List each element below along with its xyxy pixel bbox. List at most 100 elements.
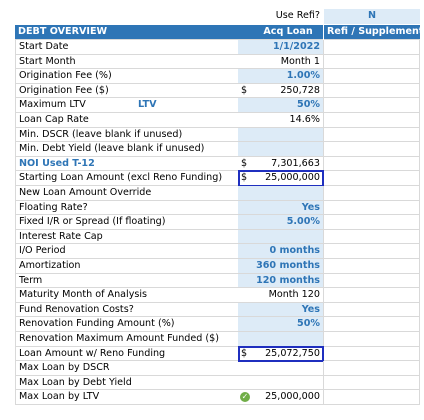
value-cell[interactable]: 1.00% bbox=[253, 69, 323, 84]
currency-cell[interactable] bbox=[238, 317, 253, 332]
currency-cell[interactable] bbox=[238, 332, 253, 347]
currency-cell[interactable] bbox=[238, 186, 253, 201]
value-cell: 25,000,000 bbox=[253, 390, 323, 405]
row-label: Min. Debt Yield (leave blank if unused) bbox=[15, 142, 238, 157]
currency-cell bbox=[238, 390, 253, 405]
value-cell[interactable]: 50% bbox=[253, 98, 323, 113]
refi-cell bbox=[323, 288, 420, 303]
value-cell[interactable]: Yes bbox=[253, 302, 323, 318]
currency-cell[interactable] bbox=[238, 69, 253, 84]
refi-cell bbox=[323, 113, 420, 128]
currency-cell[interactable] bbox=[238, 127, 253, 143]
refi-cell bbox=[323, 83, 420, 99]
refi-cell bbox=[323, 273, 420, 289]
refi-cell bbox=[323, 156, 420, 172]
currency-cell[interactable] bbox=[238, 229, 253, 245]
value-cell[interactable]: 0 months bbox=[253, 244, 323, 259]
row-label: Loan Cap Rate bbox=[15, 113, 238, 128]
row-label: New Loan Amount Override bbox=[15, 186, 238, 201]
value-cell[interactable]: Yes bbox=[253, 200, 323, 216]
currency-cell[interactable] bbox=[238, 142, 253, 157]
row-label: Maturity Month of Analysis bbox=[15, 288, 238, 303]
row-label: Renovation Funding Amount (%) bbox=[15, 317, 238, 332]
value-cell[interactable]: 1/1/2022 bbox=[253, 40, 323, 55]
refi-cell bbox=[323, 98, 420, 113]
refi-cell bbox=[323, 302, 420, 318]
refi-cell bbox=[323, 200, 420, 216]
refi-cell bbox=[323, 171, 420, 186]
value-cell[interactable] bbox=[253, 229, 323, 245]
value-cell: 14.6% bbox=[253, 113, 323, 128]
refi-cell bbox=[323, 40, 420, 55]
row-label: Max Loan by LTV bbox=[15, 390, 238, 405]
table-title: DEBT OVERVIEW bbox=[15, 25, 253, 40]
value-cell[interactable] bbox=[253, 332, 323, 347]
value-cell[interactable] bbox=[253, 127, 323, 143]
column-header: Refi / Supplemental bbox=[324, 25, 420, 40]
currency-cell[interactable] bbox=[238, 215, 253, 230]
currency-cell[interactable] bbox=[238, 302, 253, 318]
value-cell: 250,728 bbox=[253, 84, 323, 99]
row-label: NOI Used T-12 bbox=[15, 156, 238, 172]
row-label: Origination Fee (%) bbox=[15, 69, 238, 84]
column-header: Acq Loan bbox=[253, 25, 323, 40]
refi-cell bbox=[323, 54, 420, 70]
refi-cell bbox=[323, 244, 420, 259]
value-cell[interactable]: 360 months bbox=[253, 259, 323, 274]
use-refi-value[interactable]: N bbox=[324, 9, 420, 24]
row-label: Fund Renovation Costs? bbox=[15, 302, 238, 318]
currency-cell bbox=[238, 376, 253, 391]
value-cell: 7,301,663 bbox=[253, 157, 323, 172]
row-label: Maximum LTV bbox=[15, 98, 238, 113]
currency-cell bbox=[238, 113, 253, 128]
refi-cell bbox=[323, 127, 420, 143]
refi-cell bbox=[323, 142, 420, 157]
currency-cell: $ bbox=[238, 84, 253, 99]
value-cell[interactable]: 5.00% bbox=[253, 215, 323, 230]
value-cell[interactable] bbox=[253, 186, 323, 201]
highlight-box bbox=[238, 170, 324, 187]
value-cell[interactable]: 50% bbox=[253, 317, 323, 332]
refi-cell bbox=[323, 186, 420, 201]
currency-cell[interactable] bbox=[238, 273, 253, 289]
row-label: Starting Loan Amount (excl Reno Funding) bbox=[15, 171, 238, 186]
value-cell: Month 1 bbox=[253, 55, 323, 70]
refi-cell bbox=[323, 229, 420, 245]
row-label: Loan Amount w/ Reno Funding bbox=[15, 346, 238, 362]
row-label: I/O Period bbox=[15, 244, 238, 259]
value-cell[interactable] bbox=[253, 142, 323, 157]
refi-cell bbox=[323, 346, 420, 362]
row-label: Renovation Maximum Amount Funded ($) bbox=[15, 332, 238, 347]
row-label: Origination Fee ($) bbox=[15, 83, 238, 99]
check-icon: ✓ bbox=[240, 392, 250, 403]
currency-cell bbox=[238, 55, 253, 70]
row-label: Start Date bbox=[15, 40, 238, 55]
value-cell[interactable]: 120 months bbox=[253, 273, 323, 289]
row-label: Start Month bbox=[15, 54, 238, 70]
row-label: Max Loan by Debt Yield bbox=[15, 375, 238, 391]
row-label: Max Loan by DSCR bbox=[15, 361, 238, 376]
currency-cell[interactable] bbox=[238, 40, 253, 55]
currency-cell[interactable] bbox=[238, 259, 253, 274]
currency-cell[interactable] bbox=[238, 200, 253, 216]
refi-cell bbox=[323, 215, 420, 230]
row-label: Floating Rate? bbox=[15, 200, 238, 216]
refi-cell bbox=[323, 361, 420, 376]
refi-cell bbox=[323, 259, 420, 274]
refi-cell bbox=[323, 332, 420, 347]
currency-cell: $ bbox=[238, 157, 253, 172]
refi-cell bbox=[323, 69, 420, 84]
row-label: Fixed I/R or Spread (If floating) bbox=[15, 215, 238, 230]
row-label: Min. DSCR (leave blank if unused) bbox=[15, 127, 238, 143]
currency-cell[interactable] bbox=[238, 244, 253, 259]
value-cell bbox=[253, 376, 323, 391]
currency-cell bbox=[238, 288, 253, 303]
row-label: Term bbox=[15, 273, 238, 289]
highlight-box bbox=[238, 345, 324, 363]
row-label: Interest Rate Cap bbox=[15, 229, 238, 245]
row-note: LTV bbox=[138, 99, 157, 111]
currency-cell[interactable] bbox=[238, 98, 253, 113]
refi-cell bbox=[323, 375, 420, 391]
use-refi-label: Use Refi? bbox=[275, 10, 320, 21]
